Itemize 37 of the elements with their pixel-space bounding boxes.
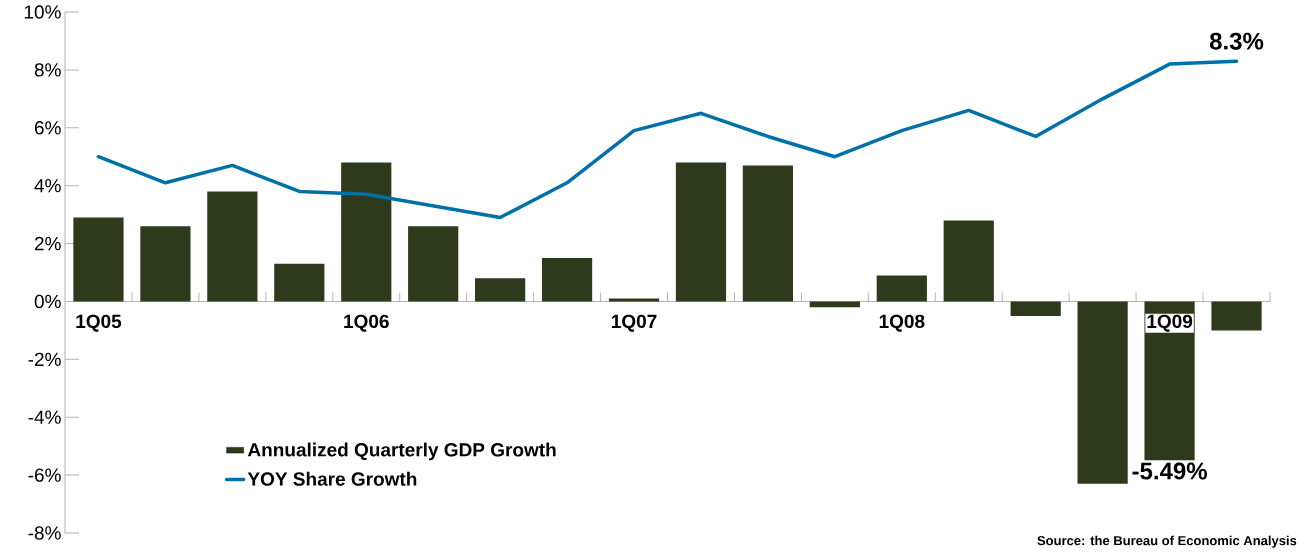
y-tick-label: -6% [28,468,61,482]
x-tick-label: 1Q09 [1147,314,1193,332]
bar [876,275,927,302]
bar [475,278,526,302]
data-label: -5.49% [1132,462,1207,480]
y-tick-label: 6% [34,121,61,135]
y-tick-label: 8% [34,63,61,77]
bar [1077,301,1128,484]
legend-label: Annualized Quarterly GDP Growth [247,442,556,461]
bar [207,191,258,302]
y-tick-label: 10% [24,5,61,19]
bar [140,226,191,302]
bar [1010,301,1061,316]
y-tick-label: -8% [28,526,61,540]
bar [1211,301,1262,331]
data-label: 8.3% [1209,32,1264,50]
x-tick-label: 1Q08 [879,314,925,332]
x-tick-label: 1Q05 [76,314,122,332]
legend-label: YOY Share Growth [247,471,417,486]
y-tick-label: -4% [28,410,61,424]
bar [274,263,325,302]
bar [1144,301,1195,461]
bar [809,301,860,308]
source-note: Source: the Bureau of Economic Analysis [1037,535,1297,548]
bar [943,220,994,302]
bar [675,162,727,302]
bar [73,217,124,302]
bar [742,165,794,302]
x-tick-label: 1Q06 [344,314,389,332]
y-tick-label: 4% [34,179,61,193]
y-tick-label: 2% [34,236,61,251]
x-tick-label: 1Q07 [611,314,657,332]
y-tick-label: 0% [34,294,61,309]
bar [408,226,459,302]
bar [341,162,392,302]
bar [541,258,593,302]
y-tick-label: -2% [28,352,61,367]
